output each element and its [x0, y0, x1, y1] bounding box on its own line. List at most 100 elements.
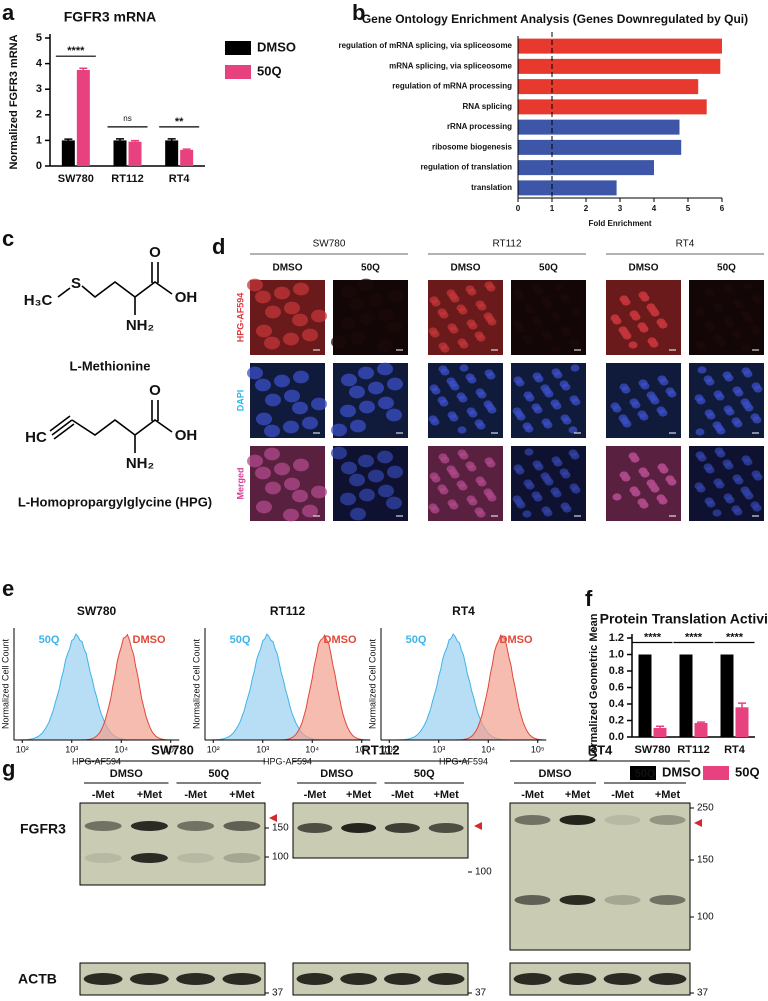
y-tick-label: 4 [36, 58, 43, 70]
bond [49, 400, 173, 453]
x-tick-label: 10⁵ [164, 744, 178, 754]
cell [697, 366, 707, 374]
channel-label: Merged [235, 467, 245, 499]
cell [377, 362, 393, 376]
cell [513, 376, 523, 384]
met-label: -Met [304, 789, 327, 801]
cell [551, 345, 561, 353]
cell [695, 340, 705, 348]
bar [694, 722, 708, 737]
x-tick-label: 10⁵ [531, 744, 545, 754]
cell [523, 391, 533, 399]
histogram-title: RT112 [270, 604, 306, 618]
cell [751, 382, 761, 390]
atom: O [149, 244, 161, 261]
error-bar [64, 138, 73, 142]
y-tick-label: 2 [36, 109, 42, 121]
cell [437, 396, 447, 404]
cell [292, 401, 308, 415]
bar [518, 38, 722, 54]
cell [713, 302, 723, 310]
cell [541, 330, 551, 338]
legend-label: DMSO [662, 764, 701, 779]
cell [657, 463, 667, 471]
column-group-label: SW780 [313, 239, 346, 250]
x-tick-label: RT112 [111, 173, 143, 185]
x-tick-label: 10⁴ [305, 744, 319, 754]
panel-label: a [2, 0, 15, 25]
error-bar [182, 148, 191, 151]
column-group-label: RT112 [492, 239, 522, 250]
band [649, 895, 686, 905]
cell [456, 304, 466, 312]
marker-label: 150 [697, 855, 714, 866]
band [384, 823, 420, 833]
marker-label: 100 [272, 852, 289, 863]
cell [377, 450, 393, 464]
cell [740, 486, 750, 494]
cell [247, 366, 263, 380]
panel-label: d [212, 234, 225, 259]
met-label: -Met [184, 789, 207, 801]
channel-label: DAPI [235, 390, 245, 412]
error-bar [167, 138, 176, 142]
band [177, 821, 215, 831]
cell [646, 479, 656, 487]
x-tick-label: 3 [618, 204, 623, 213]
band [514, 895, 551, 905]
cell [265, 481, 281, 495]
cell [751, 294, 761, 302]
band [428, 823, 464, 833]
cell [731, 417, 741, 425]
atom: H₃C [24, 292, 53, 309]
condition-label: DMSO [451, 263, 481, 274]
band [177, 853, 215, 863]
cell [341, 373, 357, 387]
x-axis-label: Fold Enrichment [588, 219, 651, 228]
x-tick-label: 10⁴ [114, 744, 128, 754]
band [176, 973, 216, 985]
cell [447, 323, 457, 331]
cell [264, 447, 280, 461]
cell [247, 454, 263, 468]
cell [559, 292, 569, 300]
cell [255, 466, 271, 480]
marker-label: 150 [272, 823, 289, 834]
x-tick-label: SW780 [634, 744, 670, 756]
atom: NH₂ [126, 455, 154, 472]
panel-label: g [2, 756, 15, 781]
curve-label: 50Q [39, 634, 60, 646]
cell [331, 335, 347, 349]
cell [387, 377, 403, 391]
cell [264, 336, 280, 350]
band [84, 821, 122, 831]
cell [255, 290, 271, 304]
cell [523, 479, 533, 487]
bar [638, 654, 652, 737]
cell [731, 329, 741, 337]
met-label: -Met [92, 789, 115, 801]
cell [741, 367, 751, 375]
cell [629, 486, 639, 494]
band [558, 973, 597, 985]
band [223, 821, 261, 831]
atom: OH [175, 427, 198, 444]
bar [518, 160, 654, 176]
met-label: +Met [346, 789, 372, 801]
cell [438, 453, 448, 461]
cell [550, 311, 560, 319]
bond [57, 262, 173, 315]
x-tick-label: 10³ [65, 744, 78, 754]
cell [704, 497, 714, 505]
band [129, 973, 169, 985]
cell [446, 465, 456, 473]
cell [331, 423, 347, 437]
cell [694, 394, 704, 402]
cell [665, 387, 675, 395]
cell [386, 408, 402, 422]
cell [512, 319, 522, 327]
cell [358, 278, 374, 292]
x-tick-label: 10³ [256, 744, 269, 754]
cell [474, 419, 484, 427]
condition-label: DMSO [629, 263, 659, 274]
